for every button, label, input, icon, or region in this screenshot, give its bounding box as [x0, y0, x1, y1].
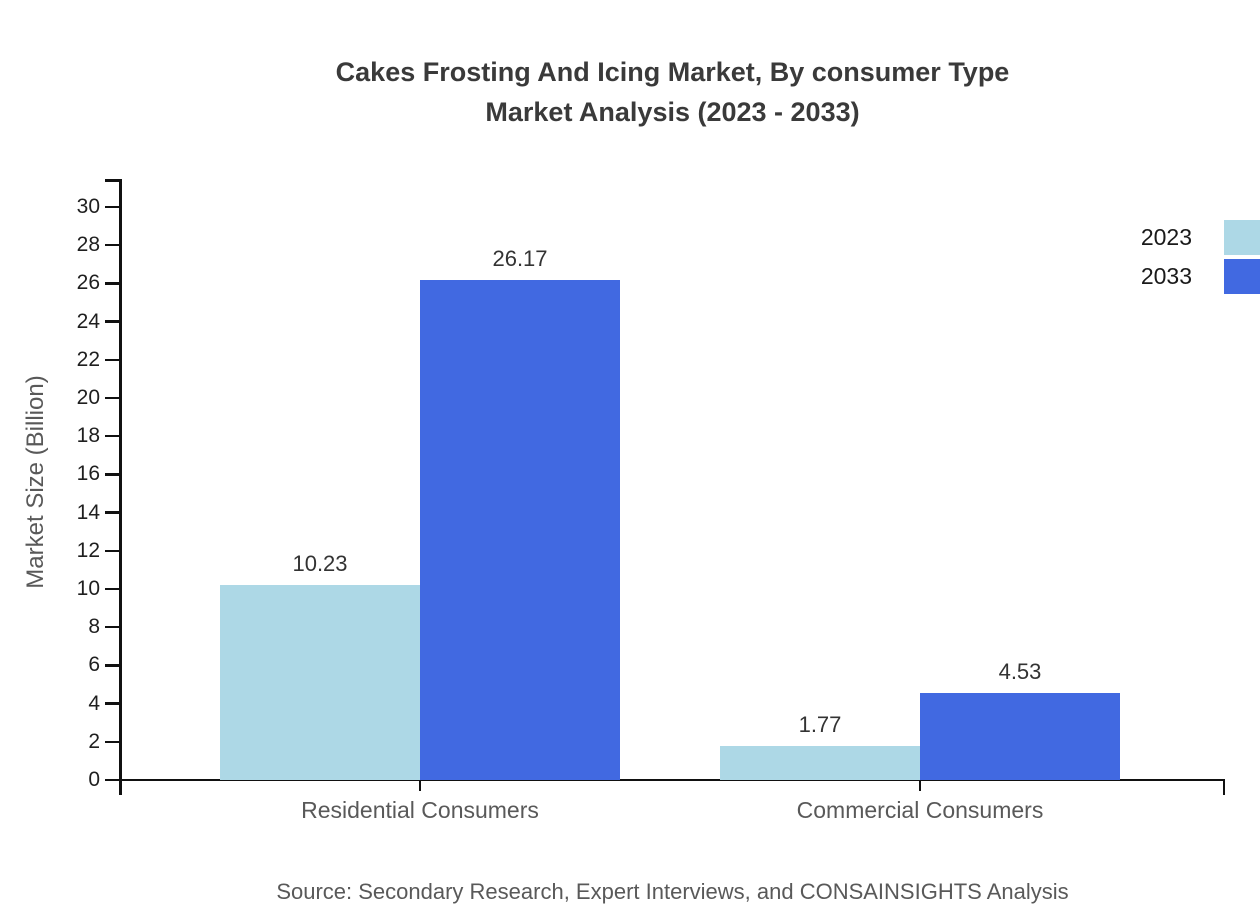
x-axis-tick-residential-consumers: [418, 780, 422, 791]
y-axis-tick: [105, 358, 120, 362]
y-axis-tick: [105, 549, 120, 553]
y-axis-tick: [105, 205, 120, 209]
bar-2033-commercial-consumers: [920, 693, 1120, 780]
y-axis-tick-label: 8: [88, 615, 100, 639]
y-axis-tick-label: 24: [76, 309, 100, 333]
y-axis-tick: [105, 587, 120, 591]
x-axis-label-residential-consumers: Residential Consumers: [301, 797, 539, 823]
x-axis-line: [119, 778, 1225, 782]
bar-2033-residential-consumers: [420, 280, 620, 780]
y-axis-tick: [105, 625, 120, 629]
bar-value-label-2023-residential-consumers: 10.23: [292, 550, 348, 576]
x-axis-label-commercial-consumers: Commercial Consumers: [796, 797, 1044, 823]
bar-value-label-2033-commercial-consumers: 4.53: [998, 659, 1042, 685]
y-axis-tick-label: 16: [76, 462, 100, 486]
bar-value-label-2023-commercial-consumers: 1.77: [798, 712, 842, 738]
bar-value-label-2033-residential-consumers: 26.17: [492, 246, 548, 272]
y-axis-tick-label: 10: [76, 577, 100, 600]
y-axis-tick-label: 28: [76, 233, 100, 257]
legend-item-2033: 2033: [1141, 259, 1260, 294]
legend-label-2023: 2023: [1140, 224, 1192, 250]
legend-swatch-2023: [1224, 220, 1260, 255]
y-axis-tick: [105, 511, 120, 514]
y-axis-tick-label: 12: [76, 538, 100, 562]
chart-title-line2: Market Analysis (2023 - 2033): [485, 97, 860, 127]
y-axis-tick: [105, 434, 120, 438]
bar-2023-commercial-consumers: [720, 746, 920, 780]
source-note: Source: Secondary Research, Expert Inter…: [276, 879, 1069, 904]
legend: 2023 2033: [1141, 220, 1260, 298]
legend-swatch-2033: [1224, 259, 1260, 294]
y-axis-tick: [105, 473, 120, 476]
bar-2023-residential-consumers: [220, 584, 420, 780]
chart-title-line1: Cakes Frosting And Icing Market, By cons…: [335, 57, 1010, 87]
y-axis-tick-label: 6: [88, 653, 100, 677]
y-axis-tick-label: 14: [76, 500, 100, 524]
y-axis-tick-label: 18: [76, 424, 100, 448]
y-axis-tick-label: 4: [88, 691, 100, 715]
y-axis-tick-label: 30: [76, 195, 100, 218]
y-axis-tick: [105, 243, 120, 247]
legend-label-2033: 2033: [1140, 263, 1192, 289]
y-axis-tick-label: 20: [76, 386, 100, 409]
y-axis-line: [119, 179, 122, 795]
y-axis-tick-label: 22: [76, 347, 100, 371]
y-axis-tick: [105, 320, 120, 323]
chart-title: Cakes Frosting And Icing Market, By cons…: [120, 52, 1225, 132]
y-axis-tick: [105, 282, 120, 285]
y-axis-tick: [105, 702, 120, 705]
x-axis-end-tick: [1222, 778, 1225, 795]
y-axis-tick: [105, 778, 120, 782]
x-axis-tick-commercial-consumers: [918, 780, 922, 791]
y-axis-tick-label: 26: [76, 271, 100, 295]
y-axis-tick-label: 0: [88, 768, 100, 791]
y-axis-tick-label: 2: [88, 729, 100, 753]
y-axis-tick: [105, 664, 120, 667]
y-axis-tick: [105, 396, 120, 400]
legend-item-2023: 2023: [1141, 220, 1260, 255]
y-axis-tick: [105, 740, 120, 744]
y-axis-end-tick: [105, 179, 121, 182]
